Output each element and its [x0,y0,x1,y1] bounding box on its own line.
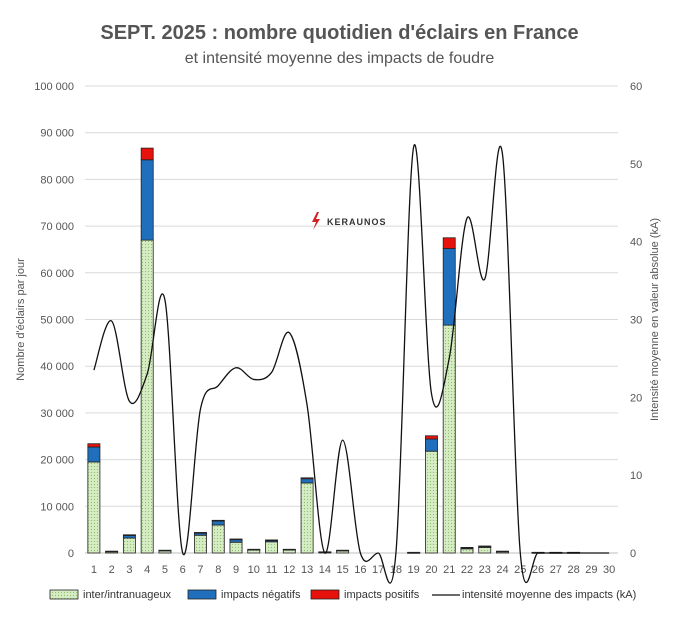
x-tick-label: 8 [215,564,221,576]
y-tick-label: 100 000 [34,81,74,93]
x-tick-label: 11 [266,564,277,576]
x-tick-label: 2 [109,564,115,576]
legend-inter-label: inter/intranuageux [83,589,172,601]
x-tick-label: 22 [461,564,473,576]
bar-inter [211,524,225,554]
y-tick-label: 70 000 [40,221,74,233]
x-tick-label: 15 [336,564,348,576]
bar-negatifs [282,548,296,551]
x-tick-label: 23 [479,564,491,576]
x-tick-label: 14 [319,564,331,576]
bar-inter [265,541,278,554]
bar-positifs [122,534,136,536]
lightning-icon [312,212,320,230]
y-axis-label: Nombre d'éclairs par jour [15,258,27,381]
y-tick-label: 0 [68,548,74,560]
bar-inter [122,537,136,554]
x-tick-label: 1 [91,564,97,576]
bar-positifs [229,538,243,541]
y-tick-label: 10 000 [40,501,74,513]
y2-tick-label: 60 [630,81,642,93]
legend-negatifs-label: impacts négatifs [221,589,301,601]
bar-inter [140,239,154,554]
bar-positifs [478,545,492,548]
x-tick-label: 29 [585,564,597,576]
x-tick-label: 9 [233,564,239,576]
bar-negatifs [105,550,119,553]
x-tick-label: 24 [496,564,508,576]
bar-positifs [140,147,154,161]
legend-intensite-label: intensité moyenne des impacts (kA) [462,589,636,601]
y2-axis-label: Intensité moyenne en valeur absolue (kA) [649,218,661,421]
x-tick-label: 27 [550,564,562,576]
bar-negatifs [442,248,456,326]
bar-positifs [194,532,207,534]
bar-negatifs [140,159,154,241]
bar-positifs [442,237,456,249]
brand-name: KERAUNOS [327,217,387,227]
legend-negatifs-swatch [187,589,217,600]
bar-positifs [460,546,474,549]
y-tick-label: 80 000 [40,174,74,186]
x-tick-label: 25 [514,564,526,576]
x-tick-label: 3 [126,564,132,576]
bar-negatifs [407,551,421,554]
bar-inter [87,461,101,554]
bar-inter [194,534,207,554]
y-tick-label: 40 000 [40,361,74,373]
bar-negatifs [247,548,261,551]
x-tick-label: 17 [372,564,384,576]
y-tick-label: 60 000 [40,268,74,280]
y2-tick-label: 10 [630,470,642,482]
x-tick-label: 30 [603,564,615,576]
bar-inter [229,541,243,554]
bar-positifs [265,539,278,542]
chart-title: SEPT. 2025 : nombre quotidien d'éclairs … [100,22,579,44]
legend-positifs-swatch [310,589,340,600]
legend-positifs-label: impacts positifs [344,589,420,601]
bar-positifs [87,443,101,448]
bar-negatifs [87,446,101,463]
bar-positifs [300,477,314,480]
bar-negatifs [496,550,509,553]
y2-tick-label: 0 [630,548,636,560]
x-tick-label: 20 [425,564,437,576]
y-tick-label: 50 000 [40,315,74,327]
bar-negatifs [300,478,314,484]
x-tick-label: 5 [162,564,168,576]
bar-negatifs [158,549,172,552]
y-tick-label: 20 000 [40,455,74,467]
bar-inter [478,546,492,554]
y2-tick-label: 20 [630,392,642,404]
y2-tick-label: 30 [630,315,642,327]
y2-tick-label: 40 [630,237,642,249]
x-tick-label: 13 [301,564,313,576]
x-tick-label: 19 [408,564,420,576]
bar-negatifs [425,438,438,452]
intensity-line [93,143,610,584]
bar-negatifs [336,549,350,552]
x-tick-label: 18 [390,564,402,576]
x-tick-label: 16 [354,564,366,576]
legend-inter-swatch [49,589,79,600]
x-tick-label: 12 [283,564,295,576]
x-tick-label: 10 [248,564,260,576]
x-tick-label: 7 [197,564,203,576]
y-tick-label: 90 000 [40,128,74,140]
y-tick-label: 30 000 [40,408,74,420]
bar-positifs [211,519,225,522]
x-tick-label: 6 [180,564,186,576]
x-tick-label: 4 [144,564,150,576]
x-tick-label: 28 [567,564,579,576]
x-tick-label: 26 [532,564,544,576]
bar-inter [300,482,314,554]
bar-positifs [425,435,438,440]
chart-subtitle: et intensité moyenne des impacts de foud… [184,50,495,67]
y2-tick-label: 50 [630,159,642,171]
bar-inter [425,450,438,554]
x-tick-label: 21 [443,564,455,576]
bar-inter [460,548,474,554]
